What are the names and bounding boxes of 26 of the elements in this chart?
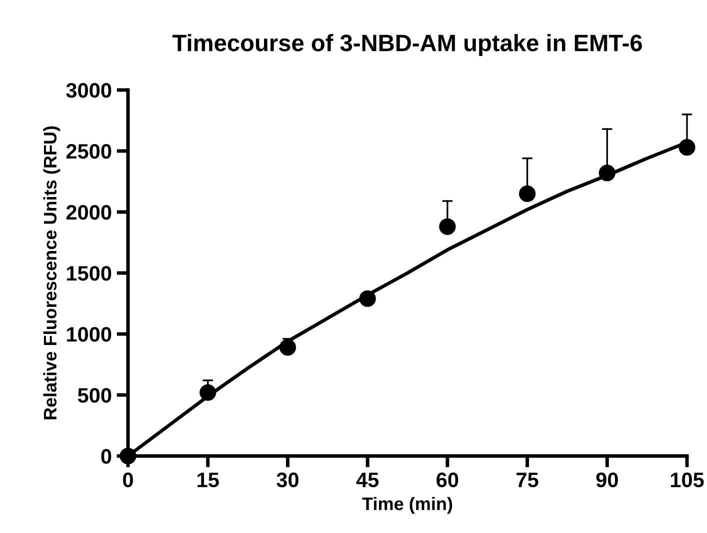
x-tick-label: 30 bbox=[276, 472, 298, 488]
y-tick-label: 0 bbox=[101, 449, 112, 464]
y-axis-title: Relative Fluorescence Units (RFU) bbox=[43, 126, 60, 420]
point bbox=[678, 139, 696, 156]
x-tick-label: 90 bbox=[596, 472, 618, 488]
point bbox=[279, 339, 296, 356]
point bbox=[120, 448, 136, 464]
point bbox=[359, 290, 376, 307]
y-tick-label: 1500 bbox=[67, 266, 112, 281]
point bbox=[598, 164, 616, 182]
x-tick-label: 75 bbox=[516, 472, 538, 488]
x-tick-label: 105 bbox=[670, 472, 704, 488]
x-tick-label: 0 bbox=[123, 472, 133, 488]
chart-title: Timecourse of 3-NBD-AM uptake in EMT-6 bbox=[172, 34, 642, 56]
point bbox=[439, 218, 456, 235]
y-tick-label: 2500 bbox=[66, 144, 112, 159]
y-tick-label: 500 bbox=[78, 388, 112, 403]
x-tick-label: 60 bbox=[436, 472, 458, 488]
x-tick-label: 15 bbox=[198, 472, 219, 488]
y-tick-label: 1000 bbox=[67, 327, 112, 342]
y-tick-label: 2000 bbox=[66, 205, 112, 220]
x-axis-title: Time (min) bbox=[362, 496, 452, 514]
point bbox=[200, 384, 216, 401]
y-tick-label: 3000 bbox=[66, 83, 112, 98]
point bbox=[518, 185, 536, 202]
x-tick-label: 45 bbox=[356, 472, 379, 488]
